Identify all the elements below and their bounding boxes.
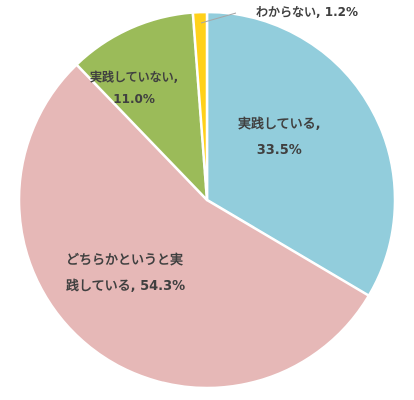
pie-slice-practicing <box>205 10 397 297</box>
data-label-either-line1: どちらかというと実 <box>66 253 184 268</box>
data-label-not-practicing-name: 実践していない, <box>90 70 179 84</box>
pie-slices <box>17 10 397 390</box>
pie-slice-unknown <box>191 10 209 202</box>
data-label-not-practicing-value: 11.0% <box>113 92 155 106</box>
data-label-not-practicing: 実践していない, 11.0% <box>90 66 178 110</box>
data-label-unknown-text: わからない, 1.2% <box>256 5 359 19</box>
data-label-practicing: 実践している, 33.5% <box>238 112 321 164</box>
pie-slice-either <box>17 63 371 390</box>
data-label-practicing-value: 33.5% <box>256 143 302 158</box>
data-label-unknown: わからない, 1.2% <box>256 4 358 20</box>
leader-line-unknown <box>200 12 237 24</box>
pie-slice-not-practicing <box>75 11 209 202</box>
data-label-either-line2: 践している, 54.3% <box>66 279 186 294</box>
data-label-practicing-name: 実践している, <box>238 117 321 132</box>
data-label-either: どちらかというと実 践している, 54.3% <box>66 248 185 300</box>
